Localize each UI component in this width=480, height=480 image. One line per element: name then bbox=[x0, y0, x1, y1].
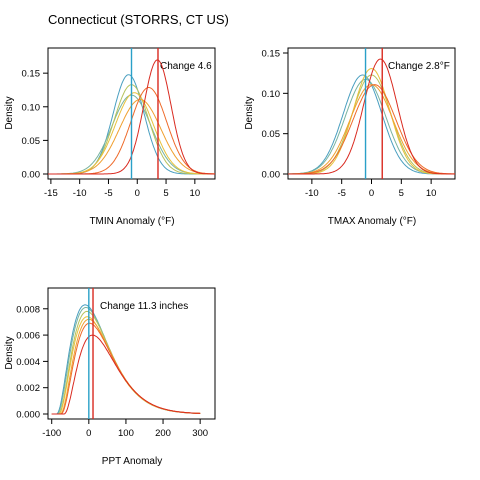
ppt-y-tick-label: 0.004 bbox=[16, 357, 40, 368]
ppt-y-axis-label: Density bbox=[4, 336, 15, 369]
ppt-y-tick-label: 0.006 bbox=[16, 331, 40, 342]
tmax-x-tick-label: 10 bbox=[426, 188, 437, 199]
tmin-change-annotation: Change 4.6 bbox=[160, 61, 212, 72]
ppt-y-tick-label: 0.008 bbox=[16, 304, 40, 315]
ppt-x-tick-label: -100 bbox=[42, 428, 61, 439]
tmax-series-line bbox=[288, 74, 455, 175]
ppt-y-tick-label: 0.000 bbox=[16, 410, 40, 421]
ppt-x-tick-label: 300 bbox=[192, 428, 208, 439]
tmax-y-axis-label: Density bbox=[244, 96, 255, 129]
tmax-x-tick-label: -5 bbox=[337, 188, 345, 199]
tmin-x-axis-label: TMIN Anomaly (°F) bbox=[89, 216, 174, 227]
ppt-change-annotation: Change 11.3 inches bbox=[100, 301, 188, 312]
ppt-x-axis-label: PPT Anomaly bbox=[102, 456, 162, 467]
ppt-x-tick-label: 100 bbox=[118, 428, 134, 439]
tmin-x-tick-label: -10 bbox=[73, 188, 87, 199]
tmin-x-tick-label: 0 bbox=[135, 188, 140, 199]
tmax-x-axis-label: TMAX Anomaly (°F) bbox=[328, 216, 416, 227]
tmax-y-tick-label: 0.00 bbox=[262, 170, 281, 181]
tmin-x-tick-label: -15 bbox=[44, 188, 58, 199]
tmax-series-line bbox=[288, 84, 455, 175]
tmax-panel: Density TMAX Anomaly (°F) Change 2.8°F -… bbox=[244, 47, 456, 227]
tmax-y-tick-label: 0.10 bbox=[262, 89, 281, 100]
tmax-x-tick-label: -10 bbox=[305, 188, 319, 199]
page-title: Connecticut (STORRS, CT US) bbox=[48, 12, 229, 27]
tmin-x-tick-label: -5 bbox=[104, 188, 112, 199]
tmax-change-annotation: Change 2.8°F bbox=[388, 61, 450, 72]
tmax-series-line bbox=[287, 84, 456, 175]
tmax-x-tick-label: 5 bbox=[399, 188, 404, 199]
ppt-series-line bbox=[51, 322, 201, 415]
tmin-y-tick-label: 0.10 bbox=[22, 102, 41, 113]
tmin-y-axis-label: Density bbox=[4, 96, 15, 129]
tmax-x-tick-label: 0 bbox=[369, 188, 374, 199]
ppt-plot-frame bbox=[47, 287, 216, 420]
tmin-y-tick-label: 0.05 bbox=[22, 136, 41, 147]
tmax-y-tick-label: 0.05 bbox=[262, 129, 281, 140]
tmax-series-line bbox=[288, 78, 455, 175]
ppt-panel: Density PPT Anomaly Change 11.3 inches -… bbox=[4, 287, 216, 467]
tmin-x-tick-label: 10 bbox=[190, 188, 201, 199]
tmax-y-tick-label: 0.15 bbox=[262, 49, 281, 60]
ppt-x-tick-label: 0 bbox=[86, 428, 91, 439]
tmin-panel: Density TMIN Anomaly (°F) Change 4.6 -15… bbox=[4, 47, 216, 227]
tmin-x-tick-label: 5 bbox=[163, 188, 168, 199]
tmax-series-line bbox=[288, 74, 455, 175]
tmin-y-tick-label: 0.00 bbox=[22, 170, 41, 181]
tmax-series-line bbox=[288, 58, 455, 175]
ppt-series-line bbox=[51, 334, 201, 415]
tmin-y-tick-label: 0.15 bbox=[22, 69, 41, 80]
ppt-y-tick-label: 0.002 bbox=[16, 383, 40, 394]
tmax-series-line bbox=[288, 67, 455, 175]
ppt-x-tick-label: 200 bbox=[155, 428, 171, 439]
